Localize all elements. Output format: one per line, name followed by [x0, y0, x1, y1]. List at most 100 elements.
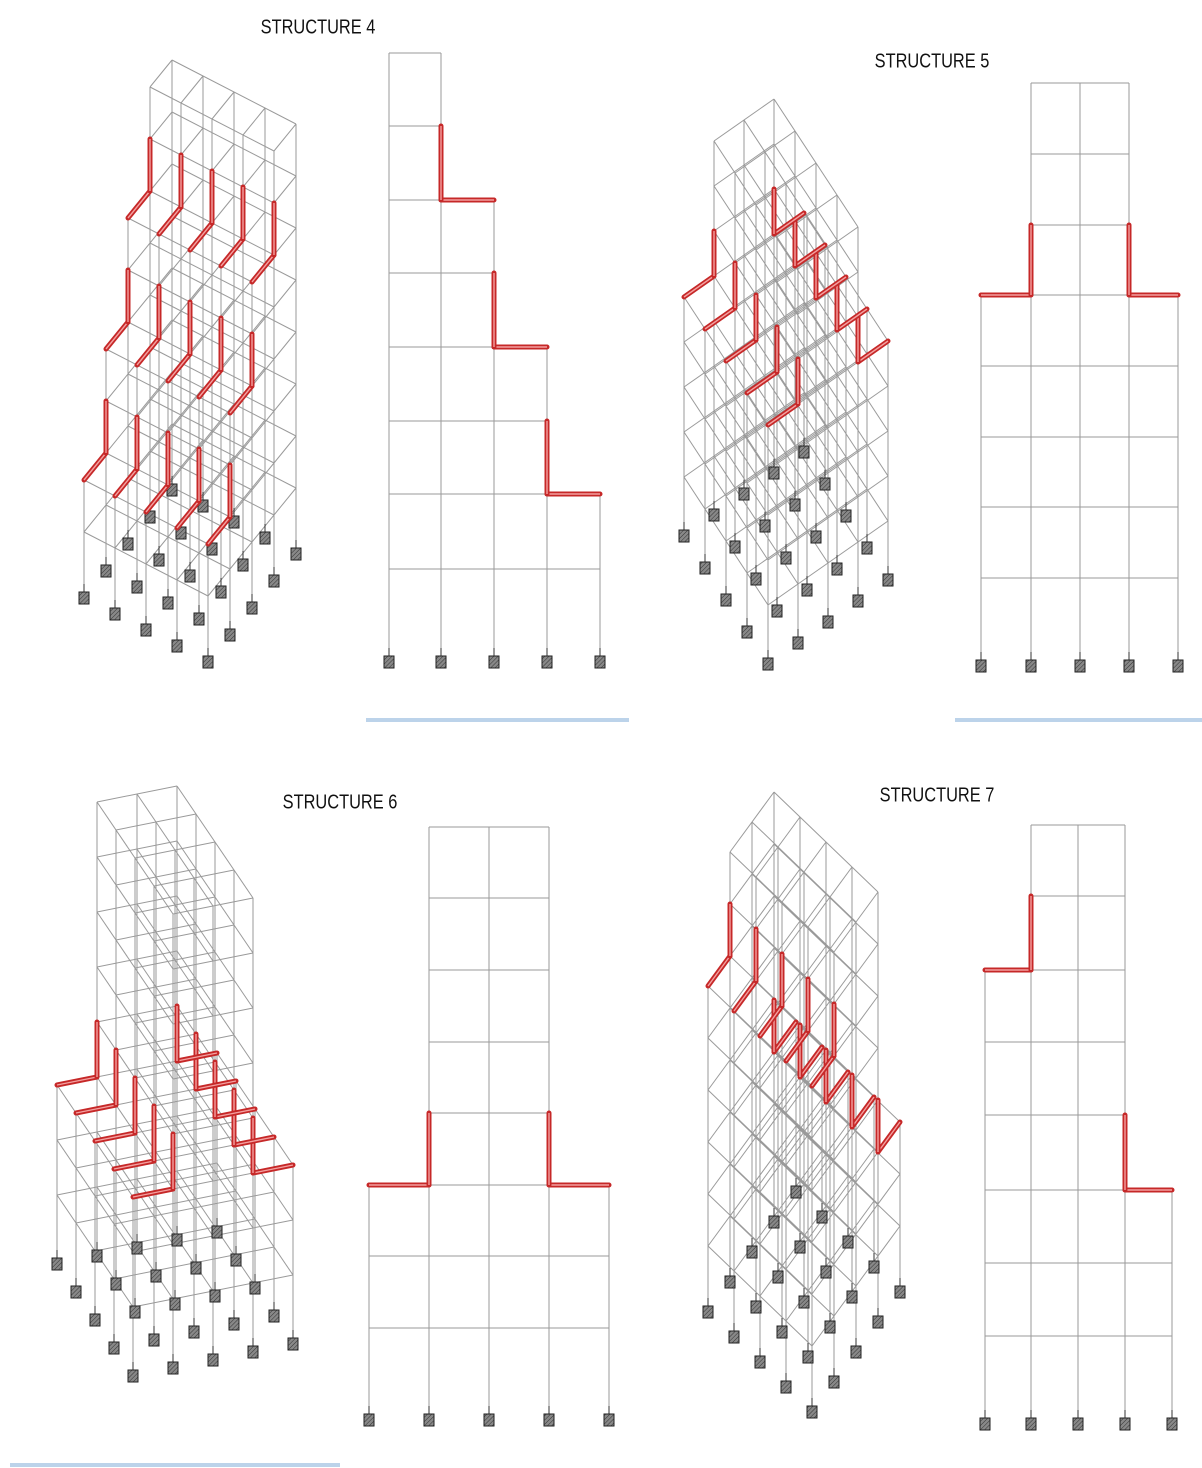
support [109, 1342, 119, 1354]
diagram: STRUCTURE 4 STRUCTURE 5 STRUCTURE 6 STRU… [0, 0, 1202, 1468]
frame-member [181, 128, 203, 155]
support [843, 1236, 853, 1248]
support [141, 624, 151, 636]
support [604, 1414, 614, 1426]
support [90, 1314, 100, 1326]
support [751, 1301, 761, 1313]
stiffened-member-highlight [115, 469, 137, 496]
support [747, 1246, 757, 1258]
stiffened-member-highlight [858, 341, 888, 362]
stiffened-member-highlight [114, 1161, 154, 1169]
support [739, 488, 749, 500]
support [976, 660, 986, 672]
stiffened-member-highlight [159, 207, 181, 234]
support [210, 1290, 220, 1302]
support [128, 1370, 138, 1382]
support [869, 1261, 879, 1273]
support [484, 1414, 494, 1426]
support [1120, 1418, 1130, 1430]
support [769, 467, 779, 479]
stiffened-member-highlight [133, 1189, 173, 1197]
frame-member [150, 112, 172, 139]
support [817, 1211, 827, 1223]
stiffened-member-highlight [852, 1097, 874, 1127]
support [883, 574, 893, 586]
support [542, 656, 552, 668]
support [163, 597, 173, 609]
support [832, 563, 842, 575]
support [52, 1258, 62, 1270]
stiffened-member-highlight [878, 1122, 900, 1152]
support [1026, 1418, 1036, 1430]
frame-member [708, 948, 774, 1038]
support [123, 538, 133, 550]
stiffened-member-highlight [76, 1105, 116, 1113]
support [825, 1321, 835, 1333]
support [489, 656, 499, 668]
stiffened-member-highlight [795, 245, 825, 266]
support [742, 626, 752, 638]
stiffened-member-highlight [253, 1165, 293, 1173]
support [1173, 660, 1183, 672]
support [238, 559, 248, 571]
support [725, 1276, 735, 1288]
support [1026, 660, 1036, 672]
support [1073, 1418, 1083, 1430]
stiffened-member-highlight [837, 309, 867, 330]
support [799, 1296, 809, 1308]
stiffened-member-highlight [684, 276, 714, 297]
support [679, 530, 689, 542]
support [729, 1331, 739, 1343]
frame-member [150, 60, 172, 87]
page: {"panels": [ {"title": "STRUCTURE 4"}, {… [0, 0, 1202, 1468]
support [777, 1326, 787, 1338]
support [803, 1351, 813, 1363]
stiffened-member-highlight [747, 372, 777, 393]
support [853, 595, 863, 607]
support [790, 499, 800, 511]
support [811, 531, 821, 543]
panel-title: STRUCTURE 6 [283, 790, 398, 813]
support [795, 1241, 805, 1253]
panel-title: STRUCTURE 7 [880, 783, 995, 806]
stiffened-member-highlight [106, 322, 128, 349]
support [151, 1270, 161, 1282]
support [231, 1254, 241, 1266]
support [168, 1362, 178, 1374]
stiffened-member-highlight [812, 1056, 834, 1086]
support [101, 565, 111, 577]
support [189, 1326, 199, 1338]
panel-title: STRUCTURE 4 [261, 15, 376, 38]
support [755, 1356, 765, 1368]
frame-member [181, 76, 203, 103]
support [291, 548, 301, 560]
support [841, 510, 851, 522]
frame-member [274, 124, 296, 151]
support [194, 613, 204, 625]
panel-title: STRUCTURE 5 [875, 49, 990, 72]
support [730, 541, 740, 553]
support [895, 1286, 905, 1298]
support [250, 1282, 260, 1294]
support [807, 1406, 817, 1418]
stiffened-member-highlight [774, 213, 804, 234]
support [851, 1346, 861, 1358]
support [203, 656, 213, 668]
support [703, 1306, 713, 1318]
support [79, 592, 89, 604]
frame-member [274, 176, 296, 203]
stiffened-member-highlight [95, 1133, 135, 1141]
support [773, 1271, 783, 1283]
support [829, 1376, 839, 1388]
stiffened-member-highlight [84, 453, 106, 480]
stiffened-member-highlight [786, 1031, 808, 1061]
support [799, 446, 809, 458]
frame-member [734, 973, 800, 1063]
support [130, 1306, 140, 1318]
support [384, 656, 394, 668]
support [847, 1291, 857, 1303]
support [436, 656, 446, 668]
frame-member [243, 160, 265, 187]
frame-member [243, 108, 265, 135]
frame-member [230, 384, 296, 465]
